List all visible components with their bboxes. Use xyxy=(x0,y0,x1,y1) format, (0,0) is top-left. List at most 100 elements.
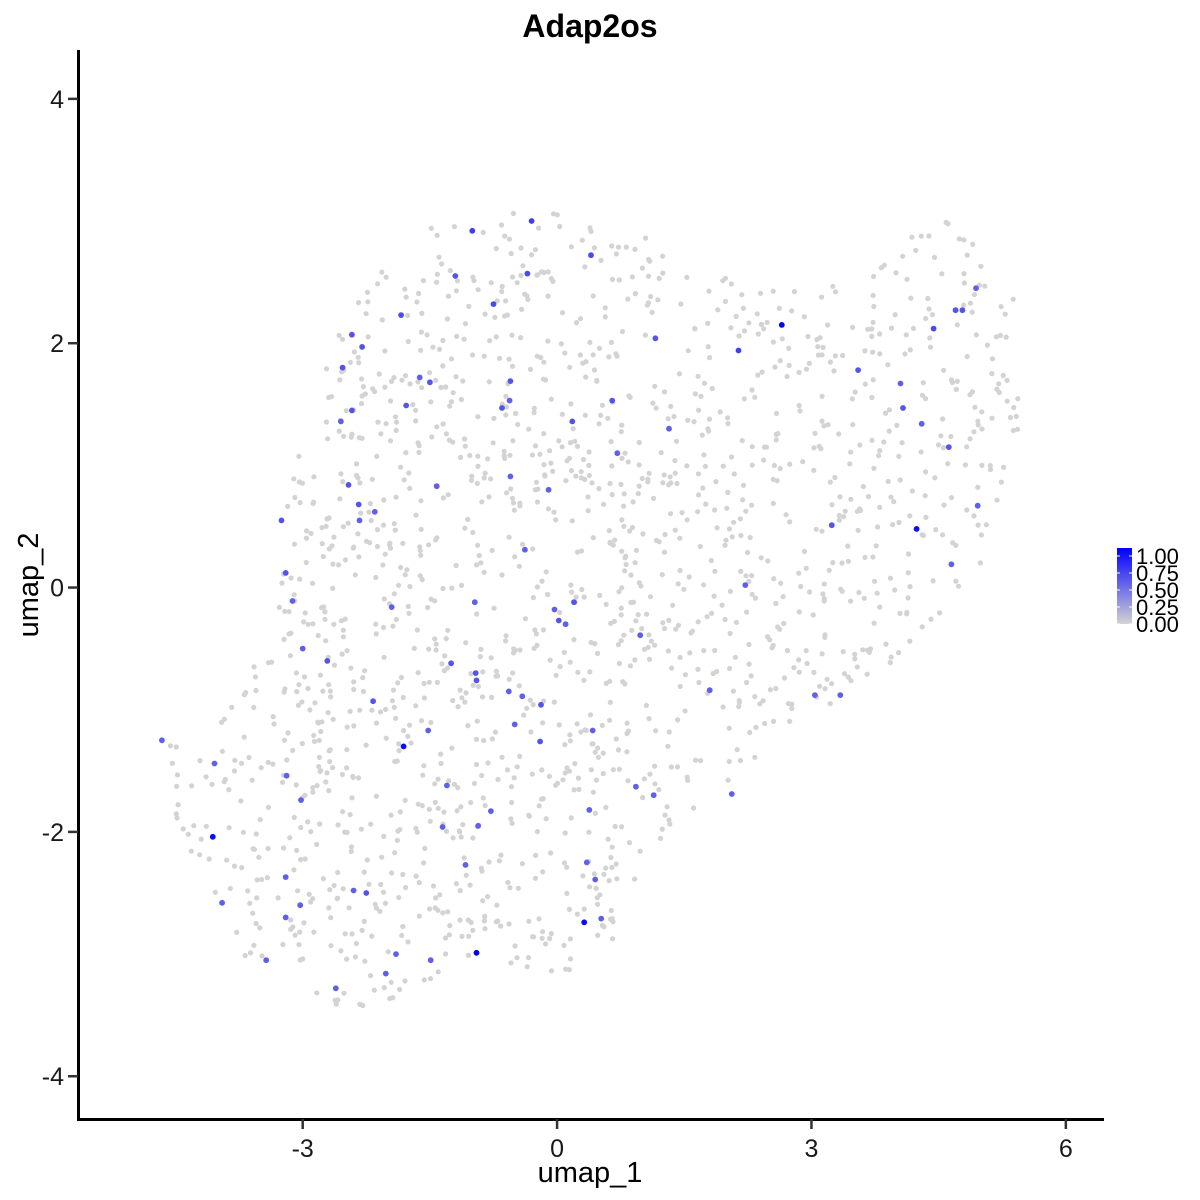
cell-point xyxy=(673,626,679,632)
cell-point xyxy=(275,895,281,901)
cell-point xyxy=(251,942,257,948)
cell-point xyxy=(897,610,903,617)
cell-point xyxy=(773,410,780,416)
cell-point xyxy=(229,704,235,711)
cell-point xyxy=(825,322,831,328)
cell-point xyxy=(475,542,481,548)
cell-point xyxy=(725,415,731,421)
cell-point xyxy=(870,349,876,355)
cell-point xyxy=(331,662,337,668)
cell-point xyxy=(574,443,581,449)
cell-point xyxy=(926,233,932,239)
cell-point xyxy=(998,304,1004,310)
cell-point xyxy=(522,291,528,297)
cell-point xyxy=(738,532,744,539)
cell-point xyxy=(722,275,729,281)
cell-point xyxy=(457,454,464,460)
cell-point xyxy=(806,589,813,595)
cell-point xyxy=(506,356,512,362)
cell-point xyxy=(796,669,802,675)
cell-point xyxy=(400,923,406,930)
cell-point xyxy=(221,716,227,722)
cell-point xyxy=(599,402,606,408)
cell-point xyxy=(656,539,662,545)
cell-point xyxy=(329,394,335,400)
cell-point xyxy=(720,463,726,469)
cell-point xyxy=(737,516,743,522)
cell-point xyxy=(311,732,317,738)
cell-point xyxy=(761,457,767,463)
expressing-cell-point xyxy=(913,526,920,532)
cell-point xyxy=(548,850,554,856)
cell-point xyxy=(717,409,723,415)
cell-point xyxy=(317,821,323,827)
cell-point xyxy=(416,913,422,919)
cell-point xyxy=(609,864,615,871)
cell-point xyxy=(385,949,391,955)
cell-point xyxy=(410,402,416,408)
cell-point xyxy=(755,331,761,337)
cell-point xyxy=(407,485,413,491)
cell-point xyxy=(727,665,733,672)
cell-point xyxy=(764,319,770,325)
cell-point xyxy=(682,708,688,714)
cell-point xyxy=(744,609,750,615)
cell-point xyxy=(801,548,808,555)
cell-point xyxy=(677,567,683,574)
cell-point xyxy=(447,923,453,929)
cell-point xyxy=(770,642,776,649)
cell-point xyxy=(503,412,509,418)
expressing-cell-point xyxy=(519,693,526,700)
cell-point xyxy=(368,517,374,524)
cell-point xyxy=(493,668,499,674)
cell-point xyxy=(344,765,350,771)
cell-point xyxy=(401,727,407,734)
expressing-cell-point xyxy=(469,227,476,234)
cell-point xyxy=(460,822,466,828)
cell-point xyxy=(503,490,510,496)
cell-point xyxy=(363,742,369,748)
cell-point xyxy=(361,869,367,875)
cell-point xyxy=(301,674,308,680)
cell-point xyxy=(627,663,634,669)
cell-point xyxy=(189,783,195,789)
cell-point xyxy=(400,540,406,547)
cell-point xyxy=(826,567,832,573)
cell-point xyxy=(581,594,587,600)
cell-point xyxy=(797,408,803,414)
cell-point xyxy=(770,288,776,294)
cell-point xyxy=(869,333,875,339)
cell-point xyxy=(1002,311,1008,317)
cell-point xyxy=(308,829,314,835)
cell-point xyxy=(432,781,438,787)
legend-label: 0.00 xyxy=(1136,612,1179,637)
cell-point xyxy=(996,381,1002,387)
cell-point xyxy=(499,572,505,578)
cell-point xyxy=(619,548,625,554)
y-tick-label: -4 xyxy=(42,1063,64,1091)
cell-point xyxy=(969,309,975,315)
cell-point xyxy=(457,917,463,923)
cell-point xyxy=(440,363,446,369)
cell-point xyxy=(388,979,394,985)
cell-point xyxy=(481,569,487,575)
cell-point xyxy=(971,292,978,298)
cell-point xyxy=(554,212,560,218)
cell-point xyxy=(860,483,867,490)
cell-point xyxy=(569,589,575,595)
cell-point xyxy=(365,334,371,340)
cell-point xyxy=(998,479,1005,485)
cell-point xyxy=(727,630,733,637)
cell-point xyxy=(674,480,680,487)
cell-point xyxy=(440,585,446,592)
cell-point xyxy=(732,654,739,660)
cell-point xyxy=(413,512,419,518)
cell-point xyxy=(297,929,303,935)
cell-point xyxy=(415,670,421,676)
cell-point xyxy=(630,499,636,505)
cell-point xyxy=(559,444,565,450)
cell-point xyxy=(493,245,499,252)
cell-point xyxy=(874,590,880,596)
cell-point xyxy=(522,616,529,622)
cell-point xyxy=(640,531,646,537)
